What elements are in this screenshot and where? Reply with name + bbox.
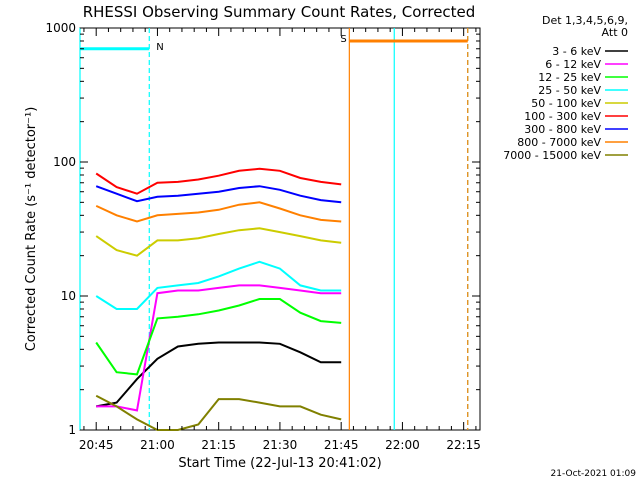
legend-label-7: 800 - 7000 keV [517, 136, 601, 149]
x-tick-label-2: 21:15 [201, 438, 236, 452]
plot-frame [79, 27, 481, 431]
legend-header-1: Att 0 [602, 26, 628, 39]
event-label-1: S [340, 34, 346, 45]
y-tick-label-0: 1 [68, 423, 76, 437]
legend-label-3: 25 - 50 keV [538, 84, 601, 97]
series-line-0 [96, 341, 342, 408]
legend-label-2: 12 - 25 keV [538, 71, 601, 84]
legend-label-0: 3 - 6 keV [552, 45, 601, 58]
x-tick-label-4: 21:45 [324, 438, 359, 452]
legend-label-1: 6 - 12 keV [545, 58, 601, 71]
footer-date: 21-Oct-2021 01:09 [551, 469, 637, 479]
chart-title: RHESSI Observing Summary Count Rates, Co… [83, 3, 476, 21]
series-line-5 [95, 167, 342, 195]
legend-header-0: Det 1,3,4,5,6,9, [542, 14, 628, 27]
legend-label-8: 7000 - 15000 keV [503, 149, 601, 162]
x-tick-label-0: 20:45 [79, 438, 114, 452]
event-label-0: N [156, 42, 163, 53]
y-tick-label-1: 10 [61, 289, 76, 303]
series-line-7 [95, 201, 342, 223]
series-line-4 [95, 227, 342, 257]
marker-lines [79, 28, 469, 430]
x-tick-label-1: 21:00 [140, 438, 175, 452]
y-axis-label: Corrected Count Rate (s⁻¹ detector⁻¹) [24, 107, 39, 352]
x-tick-label-6: 22:15 [446, 438, 481, 452]
event-bars: NS [80, 34, 468, 53]
legend-label-5: 100 - 300 keV [524, 110, 601, 123]
legend-label-6: 300 - 800 keV [524, 123, 601, 136]
series-line-8 [95, 394, 342, 431]
series-line-6 [95, 185, 342, 204]
y-tick-label-2: 100 [53, 155, 76, 169]
series-group [95, 167, 342, 431]
x-axis-label: Start Time (22-Jul-13 20:41:02) [178, 456, 381, 471]
series-line-3 [95, 260, 342, 310]
x-tick-label-3: 21:30 [263, 438, 298, 452]
legend-label-4: 50 - 100 keV [531, 97, 601, 110]
y-tick-label-3: 1000 [45, 21, 76, 35]
series-line-2 [95, 298, 342, 376]
x-axis: 20:45 21:00 21:15 21:30 21:45 22:00 22:15 [79, 28, 481, 452]
y-axis: 1 10 100 1000 [45, 21, 480, 437]
x-tick-label-5: 22:00 [385, 438, 420, 452]
series-line-1 [96, 284, 342, 412]
